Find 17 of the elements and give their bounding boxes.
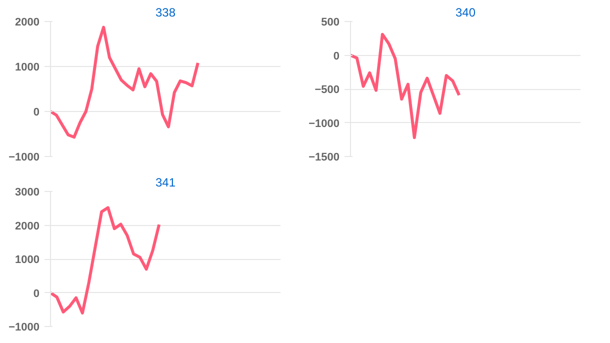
y-tick-label: −1000 xyxy=(8,152,40,164)
y-tick-label: 500 xyxy=(321,16,340,28)
y-tick-label: 2000 xyxy=(15,16,40,28)
chart-title: 338 xyxy=(155,6,176,20)
chart-title: 340 xyxy=(455,6,476,20)
chart-title: 341 xyxy=(155,176,176,190)
y-tick-label: −1500 xyxy=(308,152,340,164)
y-tick-label: 3000 xyxy=(15,186,40,198)
y-tick-label: −1000 xyxy=(308,118,340,130)
y-tick-label: −1000 xyxy=(8,322,40,334)
y-tick-label: 0 xyxy=(33,106,40,118)
y-tick-label: 0 xyxy=(33,288,40,300)
y-tick-label: 0 xyxy=(333,50,340,62)
y-tick-label: 2000 xyxy=(15,220,40,232)
y-tick-label: 1000 xyxy=(15,62,40,74)
y-tick-label: 1000 xyxy=(15,254,40,266)
y-tick-label: −500 xyxy=(314,84,340,96)
